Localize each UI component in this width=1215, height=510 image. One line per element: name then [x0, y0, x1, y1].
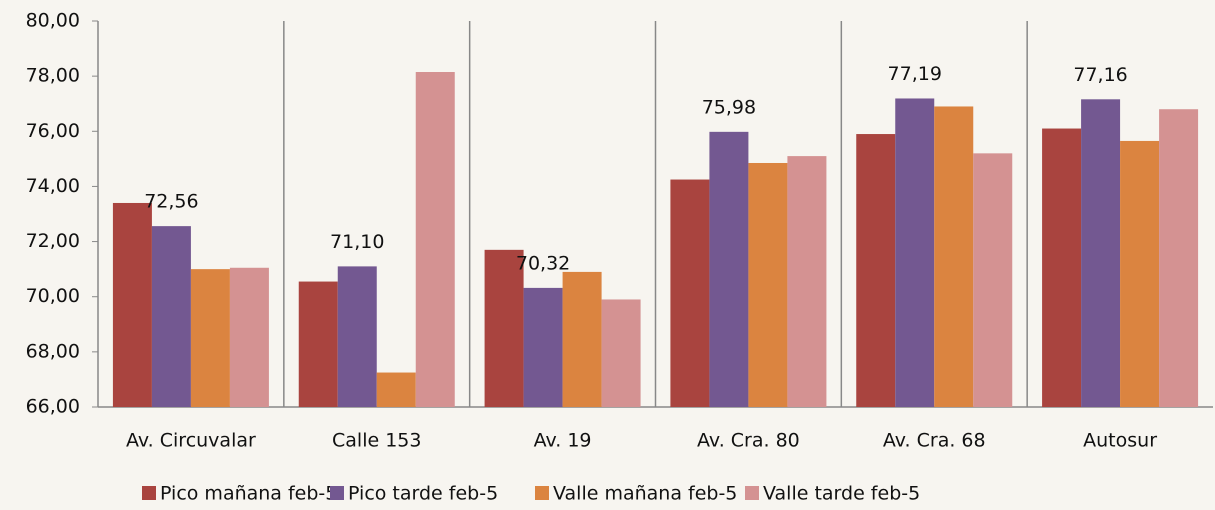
- bar: [934, 106, 974, 407]
- bar: [709, 131, 749, 407]
- legend-swatch: [745, 486, 759, 500]
- data-label: 77,19: [888, 63, 942, 85]
- bar: [1120, 140, 1160, 407]
- x-tick-label: Autosur: [1083, 430, 1157, 452]
- legend-swatch: [142, 486, 156, 500]
- legend-swatch: [330, 486, 344, 500]
- bar: [562, 271, 602, 407]
- y-tick-label: 72,00: [26, 230, 80, 252]
- bar: [748, 162, 788, 407]
- legend-label: Pico tarde feb-5: [348, 483, 498, 505]
- bar: [112, 202, 152, 407]
- bar: [298, 281, 338, 407]
- bar: [415, 72, 455, 407]
- bar: [856, 134, 896, 408]
- data-label: 75,98: [702, 96, 756, 118]
- bar: [1081, 99, 1121, 407]
- x-tick-label: Calle 153: [332, 430, 421, 452]
- y-tick-label: 76,00: [26, 120, 80, 142]
- x-tick-label: Av. Cra. 68: [883, 430, 986, 452]
- x-tick-label: Av. 19: [534, 430, 592, 452]
- data-label: 72,56: [144, 191, 198, 213]
- bar: [484, 249, 524, 407]
- y-tick-label: 74,00: [26, 175, 80, 197]
- data-label: 70,32: [516, 252, 570, 274]
- legend-label: Valle tarde feb-5: [763, 483, 920, 505]
- data-label: 77,16: [1073, 64, 1127, 86]
- y-tick-label: 70,00: [26, 285, 80, 307]
- bar: [229, 267, 269, 407]
- bar: [895, 98, 935, 408]
- y-tick-label: 80,00: [26, 10, 80, 32]
- legend-label: Valle mañana feb-5: [553, 483, 737, 505]
- bar: [1159, 109, 1199, 407]
- y-tick-label: 68,00: [26, 340, 80, 362]
- bar: [601, 299, 641, 407]
- data-label: 71,10: [330, 231, 384, 253]
- bar: [190, 269, 230, 407]
- legend-label: Pico mañana feb-5: [160, 483, 337, 505]
- x-tick-label: Av. Circuvalar: [126, 430, 256, 452]
- bar: [151, 226, 191, 407]
- y-tick-label: 66,00: [26, 396, 80, 418]
- bar: [1042, 128, 1082, 407]
- bar: [523, 287, 563, 407]
- y-tick-label: 78,00: [26, 65, 80, 87]
- bar: [787, 156, 827, 407]
- bar: [670, 179, 710, 407]
- bar: [973, 153, 1013, 407]
- x-tick-label: Av. Cra. 80: [697, 430, 800, 452]
- legend-swatch: [535, 486, 549, 500]
- bar: [337, 266, 377, 407]
- bar: [376, 372, 416, 407]
